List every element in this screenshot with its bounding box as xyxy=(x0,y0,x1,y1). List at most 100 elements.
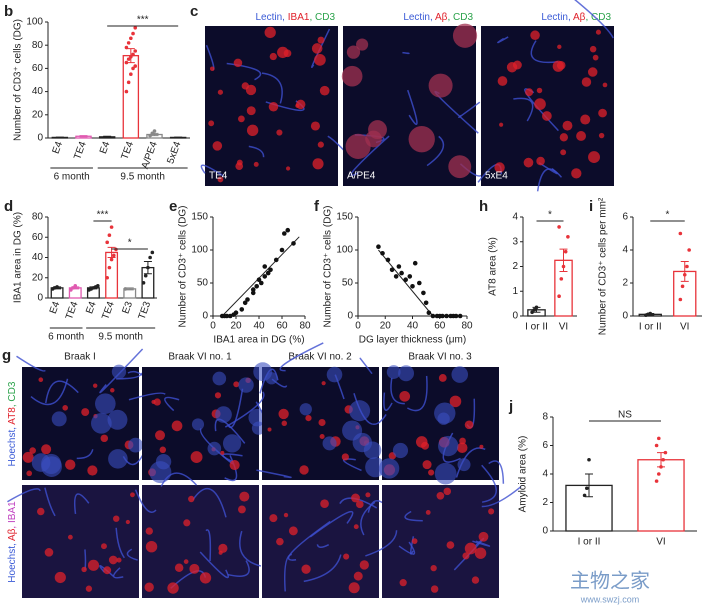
blob xyxy=(167,582,179,594)
blob xyxy=(87,559,100,571)
vessel xyxy=(287,520,331,561)
point xyxy=(262,274,268,279)
blob xyxy=(237,505,246,514)
vessel xyxy=(239,530,262,567)
micrograph xyxy=(22,485,139,598)
blob xyxy=(171,420,183,432)
point xyxy=(453,313,459,319)
point xyxy=(129,55,133,59)
blob xyxy=(494,162,505,173)
blob xyxy=(183,519,191,527)
nucleus xyxy=(212,371,227,386)
blob xyxy=(497,76,508,86)
vessel xyxy=(536,168,563,192)
blob xyxy=(233,58,243,68)
blob xyxy=(557,44,562,50)
stain: Lectin, xyxy=(256,12,288,23)
fit-line xyxy=(221,236,300,317)
blob xyxy=(288,526,298,536)
blob xyxy=(145,540,158,553)
vessel xyxy=(365,530,398,557)
blob xyxy=(312,158,324,170)
point xyxy=(259,280,264,286)
blob xyxy=(534,98,546,110)
vessel xyxy=(256,469,292,479)
group-label: 6 month xyxy=(54,172,90,183)
blob xyxy=(299,465,309,475)
point xyxy=(133,26,138,30)
blob xyxy=(311,43,323,54)
blob xyxy=(269,52,277,61)
point xyxy=(150,131,155,136)
column-heading: Braak VI no. 3 xyxy=(408,352,472,363)
blob xyxy=(67,534,73,540)
point xyxy=(126,41,131,45)
group-label: 6 month xyxy=(48,332,84,343)
blob xyxy=(479,444,484,449)
nucleus xyxy=(51,411,67,427)
y-tick-label: 50 xyxy=(342,278,354,289)
x-tick-label: 20 xyxy=(380,321,392,332)
y-tick-label: 50 xyxy=(197,278,209,289)
blob xyxy=(113,515,120,522)
vessel xyxy=(481,485,522,508)
vessel xyxy=(45,380,79,404)
nucleus xyxy=(437,412,450,425)
point xyxy=(126,80,131,85)
vessel xyxy=(513,97,534,122)
nucleus xyxy=(238,377,254,393)
y-axis-label: Amyloid area (%) xyxy=(518,436,529,513)
blob xyxy=(103,566,112,575)
panel-letter: f xyxy=(314,198,320,215)
panel-letter: e xyxy=(169,198,177,215)
stain: Aβ xyxy=(435,12,448,23)
error-bar xyxy=(79,135,88,138)
y-tick-label: 40 xyxy=(32,86,44,97)
blob xyxy=(571,168,582,179)
blob xyxy=(188,495,195,503)
nucleus xyxy=(349,400,371,422)
point xyxy=(678,297,683,302)
blob xyxy=(353,524,359,530)
blob xyxy=(456,442,468,454)
blob xyxy=(276,537,284,546)
point xyxy=(657,436,661,441)
blob xyxy=(436,491,445,500)
stain-label: Lectin, Aβ, CD3 xyxy=(403,12,473,23)
image-label: 5xE4 xyxy=(485,171,508,182)
vessel xyxy=(343,458,362,472)
vessel xyxy=(426,135,445,167)
x-tick-label: TE4 xyxy=(120,140,137,161)
column-heading: Braak VI no. 2 xyxy=(288,352,352,363)
vessel xyxy=(16,355,46,372)
y-tick-label: 2 xyxy=(542,497,548,508)
y-tick-label: 20 xyxy=(32,109,44,120)
nucleus xyxy=(457,458,471,472)
vessel xyxy=(303,554,342,583)
blob xyxy=(320,499,329,509)
point xyxy=(389,267,395,273)
blob xyxy=(41,444,52,455)
nucleus xyxy=(326,366,343,383)
nucleus xyxy=(94,393,116,414)
y-tick-label: 80 xyxy=(32,40,44,51)
nucleus xyxy=(253,362,273,382)
vessel xyxy=(99,348,144,394)
x-tick-label: I or II xyxy=(525,322,548,333)
point xyxy=(423,300,429,306)
vessel xyxy=(224,455,238,482)
nucleus xyxy=(378,458,400,479)
point xyxy=(105,240,109,245)
stain: , CD3 xyxy=(585,12,611,23)
nucleus xyxy=(91,412,112,434)
nucleus xyxy=(322,436,337,451)
vessel xyxy=(390,377,405,405)
point xyxy=(256,277,262,283)
vessel xyxy=(538,162,558,175)
stain: , CD3 xyxy=(7,381,18,407)
blob xyxy=(310,121,320,131)
blob xyxy=(512,60,522,70)
blob xyxy=(587,67,598,77)
blob xyxy=(212,141,223,151)
